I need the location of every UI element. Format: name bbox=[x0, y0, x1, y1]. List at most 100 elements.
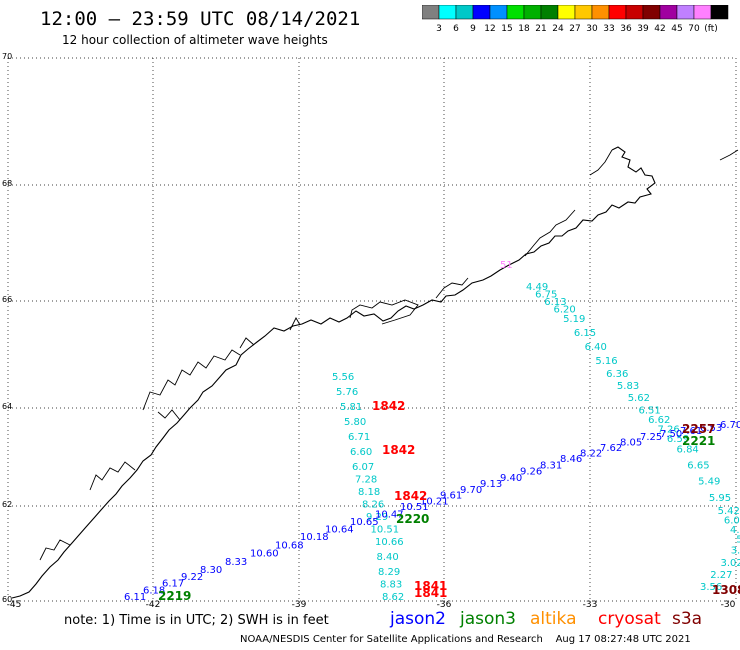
map-subtitle: 12 hour collection of altimeter wave hei… bbox=[62, 33, 328, 47]
swh-label-blue: 10.68 bbox=[275, 540, 304, 551]
swh-label-cyan: 4.49 bbox=[526, 282, 548, 293]
swh-label-cyan: 6.40 bbox=[585, 342, 607, 353]
swh-label-blue: 10.47 bbox=[375, 510, 404, 521]
longitude-label: -36 bbox=[436, 600, 452, 610]
satellite-cryosat: cryosat bbox=[598, 609, 661, 629]
greenland-coastline bbox=[11, 146, 656, 599]
swh-label-cyan: 5.83 bbox=[617, 381, 639, 392]
swh-label-cyan: 9.29 bbox=[366, 512, 388, 523]
swh-label-blue: 8.05 bbox=[620, 438, 642, 449]
latitude-label: 60 bbox=[2, 595, 13, 604]
swh-label-blue: 10.21 bbox=[420, 496, 449, 507]
footnote: note: 1) Time is in UTC; 2) SWH is in fe… bbox=[64, 613, 329, 628]
swh-label-cyan: 10.66 bbox=[375, 537, 404, 548]
swh-label-blue: 9.26 bbox=[520, 467, 542, 478]
swh-label-cyan: 5.19 bbox=[563, 314, 585, 325]
pass-time-label: 1841 bbox=[414, 579, 447, 593]
swh-label-cyan: 7.26 bbox=[658, 425, 680, 436]
swh-label-blue: 10.51 bbox=[400, 502, 429, 513]
latitude-label: 62 bbox=[2, 500, 13, 509]
legend-label: 42 bbox=[654, 24, 665, 34]
swh-label-cyan: 6.0 bbox=[724, 515, 740, 526]
legend-label: 36 bbox=[620, 24, 632, 34]
pass-time-label: 2221 bbox=[682, 434, 715, 448]
swh-label-cyan: 6.71 bbox=[348, 432, 370, 443]
legend-label: (ft) bbox=[704, 24, 718, 34]
pass-time-label: 2220 bbox=[396, 512, 429, 526]
legend-label: 45 bbox=[671, 24, 682, 34]
swh-label-blue: 6.70 bbox=[720, 420, 740, 431]
swh-label-cyan: 5.42 bbox=[718, 506, 740, 517]
swh-label-blue: 6.53 bbox=[700, 423, 722, 434]
legend-label: 33 bbox=[603, 24, 614, 34]
coastline-fjords bbox=[39, 149, 739, 561]
legend-label: 27 bbox=[569, 24, 580, 34]
swh-label-cyan: 8.40 bbox=[377, 552, 399, 563]
swh-label-blue: 9.13 bbox=[480, 479, 502, 490]
legend-label: 12 bbox=[484, 24, 495, 34]
swh-label-cyan: 3.56 bbox=[700, 582, 722, 593]
pass-time-label: 1842 bbox=[394, 489, 427, 503]
swh-label-cyan: 5.62 bbox=[628, 393, 650, 404]
swh-label-blue: 8.46 bbox=[560, 454, 582, 465]
legend-label: 3 bbox=[436, 24, 442, 34]
color-legend: 3 6 9 12 15 18 21 24 27 30 33 36 39 42 45 70 (ft) bbox=[422, 5, 729, 34]
swh-label-cyan: 10.51 bbox=[371, 525, 400, 536]
swh-label-cyan: 5.16 bbox=[595, 356, 617, 367]
swh-label-cyan: 6.13 bbox=[544, 297, 566, 308]
swh-label-blue: 9.61 bbox=[440, 491, 462, 502]
swh-label-blue: 9.22 bbox=[181, 572, 203, 583]
swh-label-cyan: 4.53 bbox=[730, 525, 740, 536]
longitude-label: -39 bbox=[291, 600, 307, 610]
swh-label-blue: 7.50 bbox=[660, 429, 682, 440]
swh-label-cyan: 5.49 bbox=[698, 477, 720, 488]
pass-time-label: 1842 bbox=[372, 399, 405, 413]
swh-label-cyan: 6.36 bbox=[606, 369, 628, 380]
swh-label-blue: 10.18 bbox=[300, 532, 329, 543]
swh-label-cyan: 7.28 bbox=[355, 475, 377, 486]
swh-label-blue: 7.62 bbox=[600, 443, 622, 454]
swh-label-cyan: 6.84 bbox=[677, 444, 699, 455]
swh-label-blue: 6.17 bbox=[162, 579, 184, 590]
swh-label-cyan: 8.62 bbox=[382, 592, 404, 603]
swh-label-blue: 6.18 bbox=[143, 585, 165, 596]
swh-label-cyan: 5.76 bbox=[336, 387, 358, 398]
pass-time-label: 1841 bbox=[414, 586, 447, 600]
pass-time-label: 2219 bbox=[158, 589, 191, 603]
swh-label-cyan: 8.18 bbox=[358, 487, 380, 498]
swh-label-cyan: 8.29 bbox=[378, 567, 400, 578]
swh-label-cyan: 5.95 bbox=[709, 493, 731, 504]
swh-label-cyan: 6.15 bbox=[574, 328, 596, 339]
map-title: 12:00 – 23:59 UTC 08/14/2021 bbox=[40, 8, 361, 30]
swh-label-blue: 9.70 bbox=[460, 485, 482, 496]
swh-label-blue: 8.31 bbox=[540, 460, 562, 471]
swh-label-cyan: 8.26 bbox=[362, 500, 384, 511]
legend-label: 21 bbox=[535, 24, 546, 34]
swh-label-blue: 6.11 bbox=[124, 592, 146, 603]
longitude-label: -30 bbox=[720, 600, 736, 610]
swh-label-blue: 10.64 bbox=[325, 525, 354, 536]
legend-label: 15 bbox=[501, 24, 512, 34]
latitude-label: 70 bbox=[2, 52, 13, 61]
legend-label: 18 bbox=[518, 24, 530, 34]
pass-time-label: 1308 bbox=[712, 583, 740, 597]
legend-label: 6 bbox=[453, 24, 459, 34]
swh-label-cyan: 6.20 bbox=[553, 305, 575, 316]
swh-label-pink: 51 bbox=[500, 260, 513, 271]
legend-label: 30 bbox=[586, 24, 598, 34]
swh-label-blue: 8.22 bbox=[580, 449, 602, 460]
swh-label-blue: 10.60 bbox=[250, 549, 279, 560]
pass-time-label: 2257 bbox=[682, 422, 715, 436]
latitude-label: 68 bbox=[2, 179, 13, 188]
latitude-label: 64 bbox=[2, 402, 13, 411]
legend-label: 9 bbox=[470, 24, 476, 34]
altimeter-tracks: 4.496.756.136.205.19 6.15 6.40 5.16 6.365.83… bbox=[124, 260, 740, 603]
swh-label-cyan: 5.80 bbox=[344, 417, 366, 428]
satellite-s3a: s3a bbox=[672, 609, 703, 629]
legend-label: 70 bbox=[688, 24, 700, 34]
swh-label-cyan: 6.51 bbox=[638, 405, 660, 416]
swh-label-blue: 10.65 bbox=[350, 517, 379, 528]
satellite-jason2: jason2 bbox=[390, 609, 446, 629]
swh-label-cyan: 6.65 bbox=[687, 460, 709, 471]
